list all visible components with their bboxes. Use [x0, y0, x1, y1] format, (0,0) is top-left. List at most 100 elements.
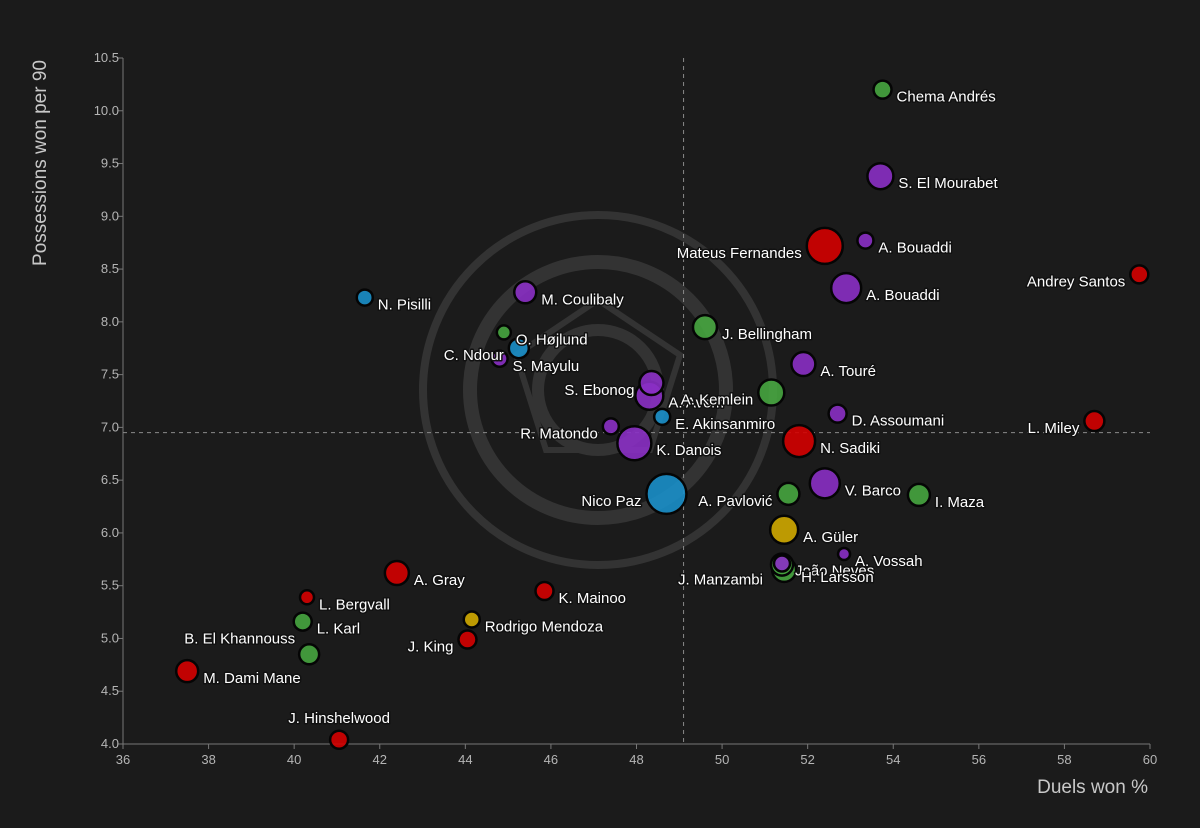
data-point [355, 288, 375, 307]
data-point [757, 378, 786, 407]
point-label: J. Bellingham [722, 326, 812, 343]
data-point [298, 589, 316, 606]
point-label: H. Larsson [801, 569, 874, 586]
point-label: Nico Paz [581, 493, 641, 510]
x-tick-label: 42 [373, 752, 387, 767]
x-tick-label: 40 [287, 752, 301, 767]
point-label: Chema Andrés [897, 89, 996, 106]
point-labels: Chema Andrés S. El Mourabet A. Bouaddi Mate… [183, 87, 1127, 728]
data-point [512, 280, 538, 305]
data-point [781, 423, 817, 459]
data-point [906, 482, 932, 508]
x-tick-label: 60 [1143, 752, 1157, 767]
data-point [297, 643, 321, 666]
point-label: A. Avom [668, 395, 724, 412]
data-point [768, 514, 800, 546]
data-point [601, 417, 621, 436]
data-point [457, 629, 478, 650]
point-label: A. Touré [820, 363, 876, 380]
point-label: O. Højlund [516, 331, 588, 348]
point-label: N. Pisilli [378, 297, 431, 314]
y-axis-title: Possessions won per 90 [30, 60, 51, 266]
point-label: A. Gray [414, 572, 465, 589]
y-tick-label: 10.0 [94, 103, 119, 118]
y-tick-label: 9.0 [101, 208, 119, 223]
data-point [174, 658, 200, 684]
data-point [462, 610, 482, 629]
point-label: I. Maza [935, 494, 985, 511]
point-label: N. Sadiki [820, 440, 880, 457]
point-label: Rodrigo Mendoza [485, 618, 604, 635]
data-point [328, 729, 350, 751]
data-point [507, 336, 531, 360]
data-point [1129, 264, 1150, 285]
x-tick-label: 50 [715, 752, 729, 767]
x-tick-label: 36 [116, 752, 130, 767]
data-point [534, 580, 555, 602]
point-label: A. Bouaddi [878, 240, 951, 257]
point-label: S. Mayulu [513, 358, 580, 375]
x-tick-label: 46 [544, 752, 558, 767]
point-label: J. King [408, 639, 454, 656]
x-axis-title: Duels won % [1037, 777, 1148, 798]
point-label: L. Bergvall [319, 596, 390, 613]
data-point [645, 472, 688, 516]
point-label: D. Assoumani [852, 413, 945, 430]
data-point [616, 424, 653, 462]
point-label: S. El Mourabet [898, 175, 998, 192]
point-label: R. Matondo [520, 425, 598, 442]
point-label: E. Akinsanmiro [675, 416, 775, 433]
point-label: L. Karl [317, 621, 360, 638]
point-label: A. Pavlović [698, 493, 773, 510]
data-point [638, 369, 665, 397]
point-label: K. Mainoo [558, 590, 626, 607]
x-tick-label: 44 [458, 752, 472, 767]
data-point [772, 554, 792, 573]
x-tick-label: 48 [629, 752, 643, 767]
data-points [174, 79, 1150, 751]
y-tick-label: 9.5 [101, 156, 119, 171]
y-tick-label: 7.0 [101, 419, 119, 434]
data-point [872, 79, 893, 100]
point-label: J. Hinshelwood [288, 710, 390, 727]
point-label: Mateus Fernandes [677, 245, 802, 262]
x-tick-label: 54 [886, 752, 900, 767]
x-tick-label: 38 [201, 752, 215, 767]
point-label: M. Coulibaly [541, 291, 624, 308]
data-point [790, 350, 817, 378]
data-point [776, 481, 801, 507]
data-point [856, 231, 875, 250]
point-label: K. Danois [656, 442, 721, 459]
data-point [691, 313, 719, 341]
point-label: S. Ebonog [564, 382, 634, 399]
point-label: V. Barco [845, 482, 901, 499]
x-tick-label: 58 [1057, 752, 1071, 767]
point-label: C. Ndour [444, 347, 504, 364]
y-tick-label: 5.5 [101, 578, 119, 593]
point-label: A. Bouaddi [866, 287, 939, 304]
data-point [836, 546, 852, 562]
y-tick-label: 8.0 [101, 314, 119, 329]
y-tick-label: 5.0 [101, 630, 119, 645]
data-point [490, 349, 509, 369]
point-label: A. Güler [803, 529, 858, 546]
data-point [383, 559, 411, 587]
data-point [829, 271, 863, 305]
data-point [805, 226, 845, 266]
point-label: J. Manzambi [678, 572, 763, 589]
data-point [1083, 409, 1106, 433]
y-tick-label: 6.5 [101, 472, 119, 487]
data-point [495, 324, 513, 341]
point-label: L. Miley [1028, 420, 1080, 437]
point-label: Andrey Santos [1027, 273, 1125, 290]
point-label: João Neves [795, 563, 874, 580]
x-tick-label: 56 [972, 752, 986, 767]
point-label: B. El Khannouss [184, 630, 295, 647]
y-tick-label: 7.5 [101, 367, 119, 382]
point-label: A. Vossah [855, 553, 923, 570]
data-point [808, 467, 842, 500]
axes: 36 38 40 42 44 46 48 50 52 54 56 58 60 4.0 4.5 5.0 5.5 6.… [94, 50, 1158, 767]
y-tick-label: 4.0 [101, 736, 119, 751]
data-point [292, 611, 313, 632]
